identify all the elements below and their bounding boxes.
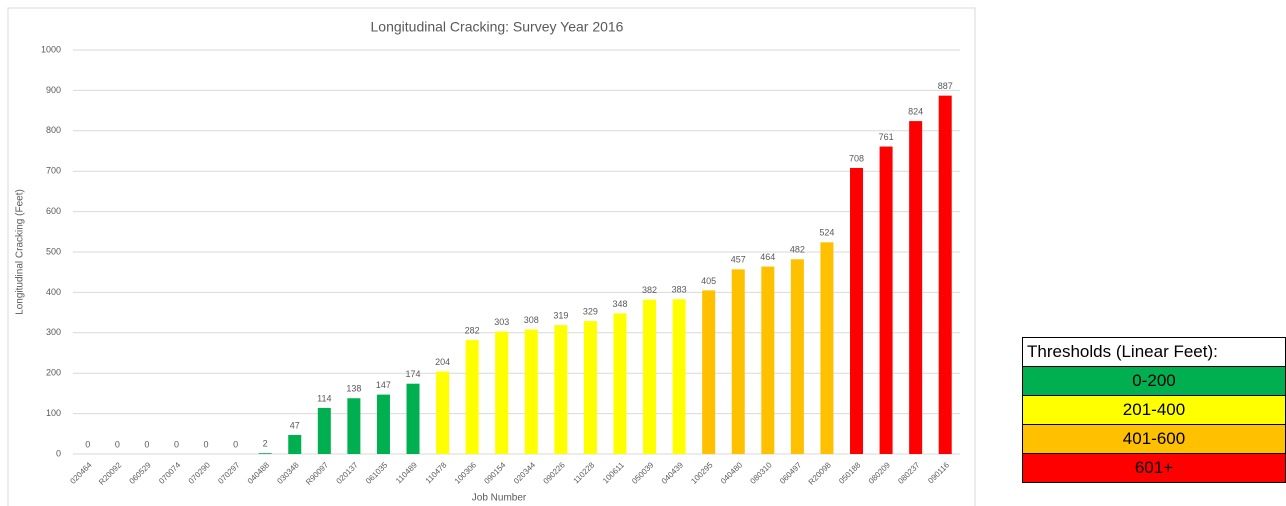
data-label: 405 — [701, 276, 716, 286]
y-tick-label: 0 — [56, 448, 61, 458]
data-label: 464 — [760, 252, 775, 262]
bar — [790, 259, 804, 454]
data-label: 114 — [317, 393, 331, 403]
data-label: 524 — [819, 228, 834, 238]
threshold-legend: Thresholds (Linear Feet): 0-200 201-400 40… — [1022, 337, 1286, 483]
data-label: 282 — [465, 325, 480, 335]
data-label: 824 — [908, 106, 923, 116]
data-label: 482 — [790, 245, 805, 255]
data-label: 329 — [583, 306, 598, 316]
bar — [347, 398, 361, 454]
bar — [643, 299, 657, 454]
threshold-row: 201-400 — [1022, 395, 1286, 425]
bar — [288, 435, 302, 454]
data-label: 138 — [346, 384, 361, 394]
bar — [376, 394, 390, 454]
data-label: 887 — [938, 81, 953, 91]
data-label: 383 — [672, 285, 687, 295]
threshold-row: 601+ — [1022, 453, 1286, 483]
y-tick-label: 400 — [46, 287, 61, 297]
data-label: 0 — [204, 439, 209, 449]
data-label: 708 — [849, 153, 864, 163]
y-tick-label: 600 — [46, 206, 61, 216]
y-tick-label: 1000 — [41, 44, 61, 54]
bar — [317, 407, 331, 454]
x-axis-label: Job Number — [472, 493, 527, 504]
data-label: 174 — [406, 369, 421, 379]
data-label: 761 — [879, 132, 894, 142]
bar — [938, 95, 952, 454]
bar — [613, 313, 627, 454]
data-label: 308 — [524, 315, 539, 325]
data-label: 0 — [174, 439, 179, 449]
chart: Longitudinal Cracking: Survey Year 2016 … — [7, 7, 976, 506]
data-label: 204 — [435, 357, 450, 367]
bar — [465, 340, 479, 454]
bar — [406, 383, 420, 454]
y-tick-label: 900 — [46, 85, 61, 95]
data-label: 319 — [553, 310, 568, 320]
data-label: 0 — [144, 439, 149, 449]
bar — [554, 325, 568, 454]
data-label: 457 — [731, 255, 746, 265]
y-tick-label: 300 — [46, 327, 61, 337]
y-axis-label: Longitudinal Cracking (Feet) — [15, 189, 26, 315]
y-tick-label: 100 — [46, 408, 61, 418]
bar — [879, 146, 893, 454]
data-label: 0 — [115, 439, 120, 449]
bar — [702, 290, 716, 454]
data-label: 0 — [85, 439, 90, 449]
y-tick-label: 200 — [46, 368, 61, 378]
data-label: 47 — [290, 420, 300, 430]
bar — [731, 269, 745, 454]
bar — [583, 321, 597, 454]
data-label: 303 — [494, 317, 509, 327]
y-tick-label: 500 — [46, 246, 61, 256]
bar — [495, 331, 509, 454]
y-tick-label: 800 — [46, 125, 61, 135]
bar — [820, 242, 834, 454]
chart-title: Longitudinal Cracking: Survey Year 2016 — [371, 19, 624, 35]
y-tick-label: 700 — [46, 166, 61, 176]
bar — [761, 266, 775, 454]
chart-frame — [7, 7, 976, 506]
data-label: 2 — [263, 439, 268, 449]
bar — [436, 371, 450, 454]
bar — [524, 329, 538, 454]
bar — [672, 299, 686, 454]
bar — [909, 121, 923, 454]
data-label: 348 — [612, 299, 627, 309]
threshold-row: 0-200 — [1022, 366, 1286, 396]
bar — [850, 167, 864, 454]
threshold-row: 401-600 — [1022, 424, 1286, 454]
data-label: 0 — [233, 439, 238, 449]
bar — [258, 453, 272, 454]
data-label: 382 — [642, 285, 657, 295]
data-label: 147 — [376, 380, 391, 390]
legend-title: Thresholds (Linear Feet): — [1022, 337, 1286, 367]
